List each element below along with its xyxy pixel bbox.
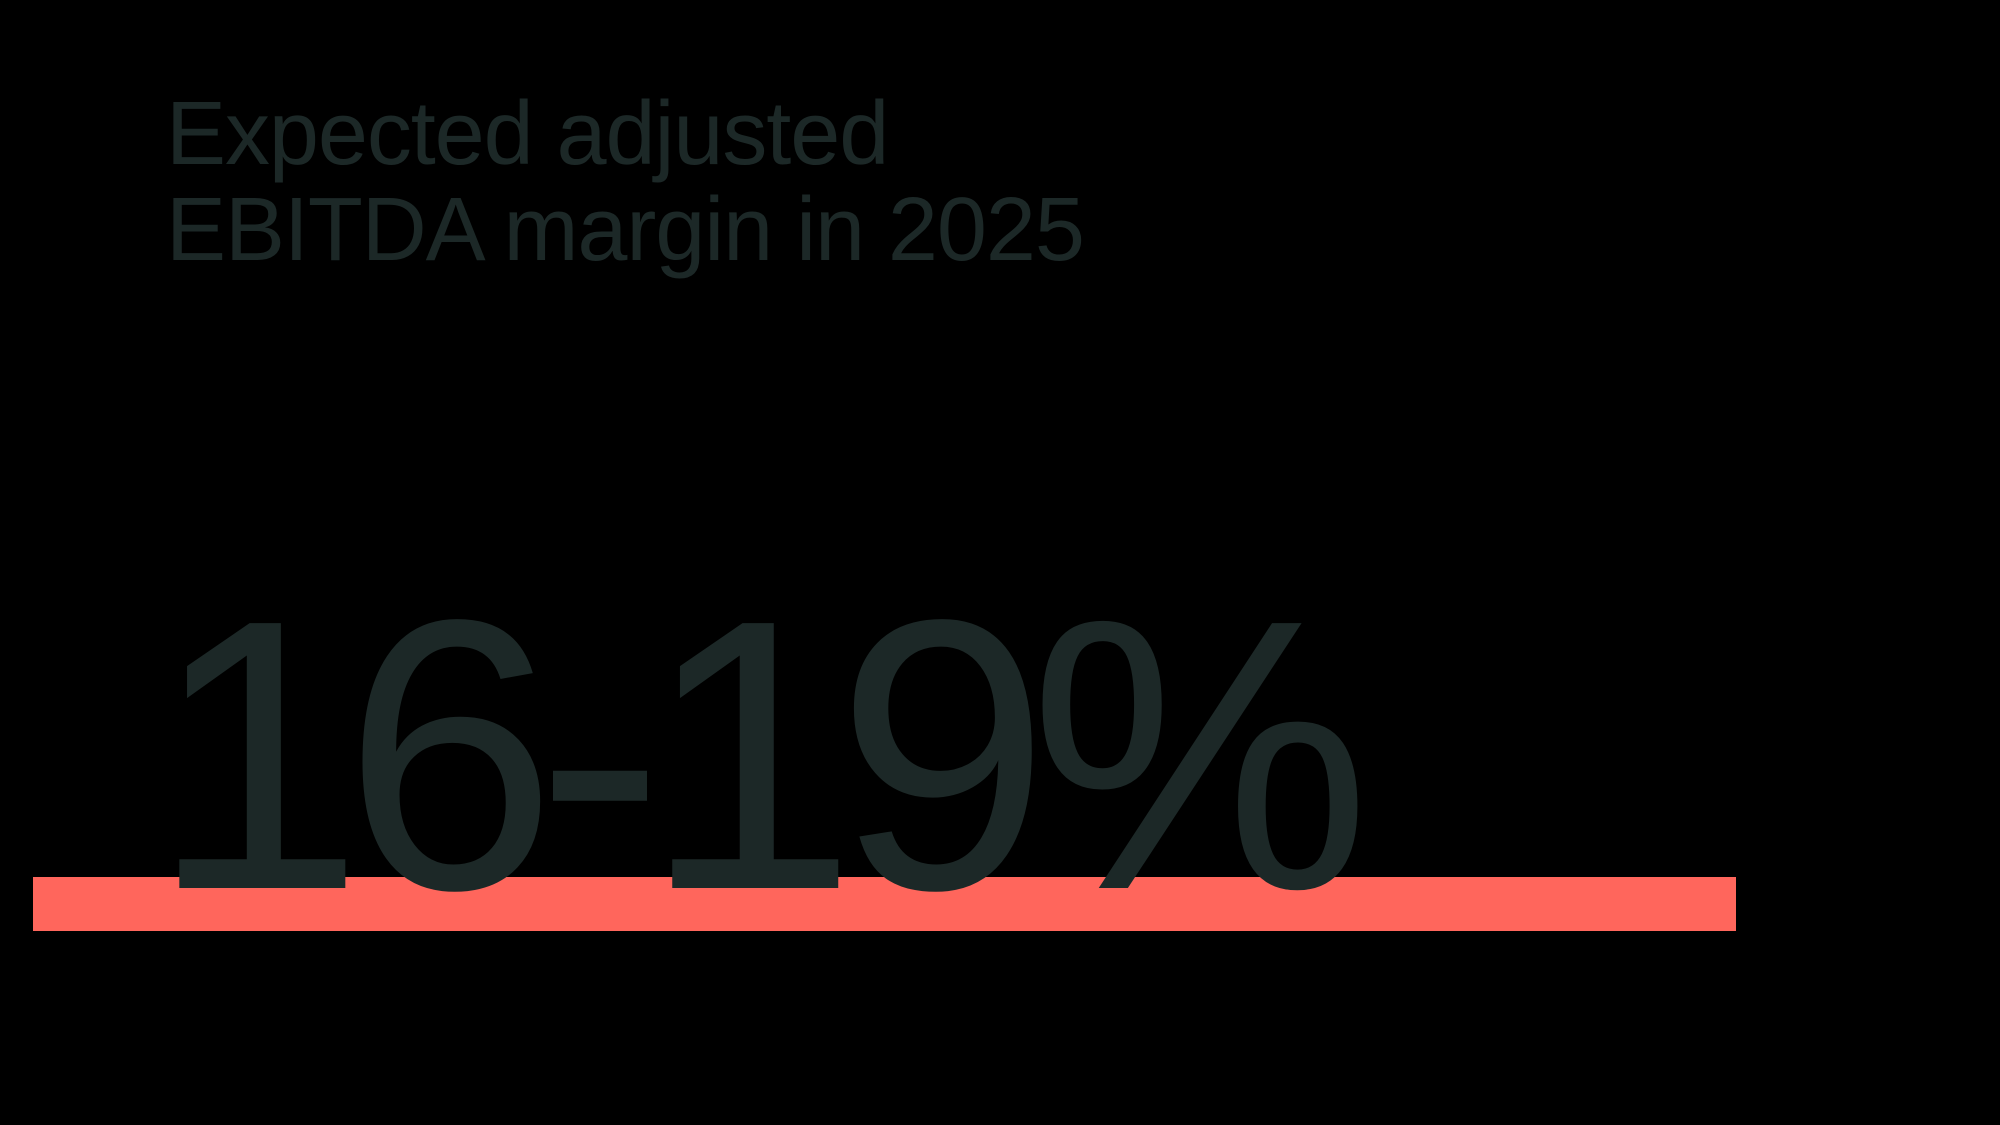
stat-value: 16-19% [150, 539, 1371, 970]
stat-label-line-1: Expected adjusted [166, 84, 889, 184]
accent-underline-bar [33, 877, 1736, 931]
stat-label-line-2: EBITDA margin in 2025 [166, 180, 1085, 280]
stat-label: Expected adjusted EBITDA margin in 2025 [166, 84, 1085, 280]
